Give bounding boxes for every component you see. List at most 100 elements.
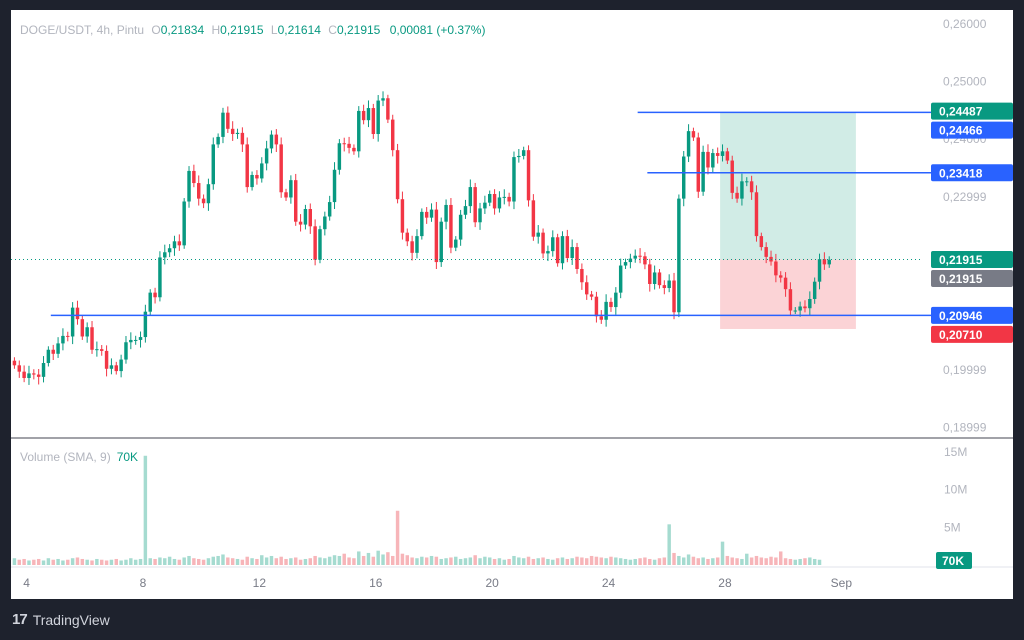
candle-body	[342, 143, 346, 145]
candle-body	[221, 112, 225, 137]
volume-bar	[133, 559, 138, 565]
candle	[395, 143, 400, 204]
candle	[570, 239, 574, 265]
candle	[628, 253, 633, 269]
candle-body	[812, 281, 817, 299]
candle-body	[614, 292, 618, 308]
volume-bar	[798, 558, 802, 565]
volume-bar	[303, 558, 308, 565]
chart-frame[interactable]: 0,26000 0,25000 0,24000 0,22999 0,19999 0,189…	[11, 10, 1013, 599]
candle-body	[12, 360, 17, 366]
volume-bar	[788, 558, 793, 565]
candle-body	[774, 261, 778, 276]
volume-bar	[701, 557, 705, 565]
candle-body	[182, 201, 186, 246]
candle	[332, 162, 337, 210]
candle	[803, 300, 807, 313]
volume-bar	[745, 553, 749, 565]
candle	[575, 242, 579, 274]
candle	[454, 236, 458, 252]
volume-bar	[667, 524, 671, 565]
close-key: C	[328, 23, 337, 37]
candle-body	[551, 237, 555, 252]
volume-bar	[662, 557, 667, 565]
volume-bar	[628, 559, 633, 565]
candle	[298, 214, 303, 232]
candle-body	[497, 197, 502, 209]
candle	[517, 149, 521, 163]
candle	[104, 345, 109, 377]
volume-bar	[599, 557, 603, 565]
candle-body	[628, 258, 633, 263]
volume-bar	[56, 558, 60, 565]
volume-bar	[604, 558, 608, 565]
volume-bar	[715, 557, 720, 565]
candle	[12, 357, 17, 369]
volume-bar	[793, 559, 797, 565]
volume-bar	[279, 556, 283, 565]
chart-svg[interactable]: 0,260000,250000,240000,229990,199990,189…	[11, 10, 1013, 599]
horizontal-lines[interactable]	[11, 111, 931, 317]
candle-body	[822, 259, 827, 265]
volume-bar	[691, 556, 696, 565]
candle-body	[138, 337, 143, 340]
volume-bar	[774, 557, 778, 565]
candle-body	[51, 349, 55, 354]
candle-body	[473, 187, 477, 223]
candle-body	[609, 301, 613, 308]
candle	[226, 106, 230, 133]
candle	[715, 147, 720, 164]
candle	[167, 244, 172, 258]
volume-bar	[226, 557, 230, 565]
candle-body	[531, 200, 536, 237]
candle-body	[17, 365, 21, 372]
candle-body	[677, 198, 681, 313]
volume-bar	[783, 558, 788, 565]
candle-body	[352, 147, 356, 152]
volume-bar	[298, 559, 303, 565]
candle-body	[386, 98, 390, 120]
candle	[531, 194, 536, 241]
candle	[429, 203, 434, 222]
candle-body	[783, 277, 788, 290]
price-tag-text: 0,23418	[939, 166, 983, 180]
volume-bar	[400, 553, 405, 565]
volume-bar	[779, 551, 783, 565]
price-tag-bg	[931, 102, 1013, 120]
volume-bar	[638, 558, 642, 565]
volume-bar	[308, 558, 312, 565]
candle	[589, 290, 594, 301]
candle-body	[308, 209, 312, 227]
candle	[541, 228, 545, 259]
candle-body	[623, 262, 628, 266]
candle-body	[104, 350, 109, 369]
candle-body	[652, 272, 657, 284]
candle-body	[740, 181, 744, 199]
candle-body	[429, 209, 434, 218]
volume-bar	[439, 558, 443, 565]
volume-bar	[36, 558, 41, 565]
candle	[347, 136, 351, 154]
position-zones[interactable]	[720, 112, 856, 329]
volume-bar	[163, 558, 167, 565]
volume-bar	[41, 560, 46, 565]
candle	[308, 203, 312, 234]
candle-body	[580, 268, 584, 283]
volume-bar	[754, 555, 759, 565]
candle	[172, 235, 177, 256]
candle	[90, 321, 94, 354]
candle	[560, 231, 565, 270]
candle	[682, 150, 686, 207]
candle	[216, 133, 220, 148]
time-tick-label: 28	[718, 576, 732, 590]
candle	[85, 322, 89, 343]
volume-bar	[551, 559, 555, 565]
price-tag: 0,21915	[931, 269, 1013, 287]
candle	[66, 331, 70, 342]
candle-body	[405, 232, 409, 242]
candle	[163, 244, 167, 265]
candle	[599, 310, 603, 324]
candle	[177, 234, 182, 251]
volume-bar	[682, 557, 686, 565]
candle-body	[226, 112, 230, 129]
